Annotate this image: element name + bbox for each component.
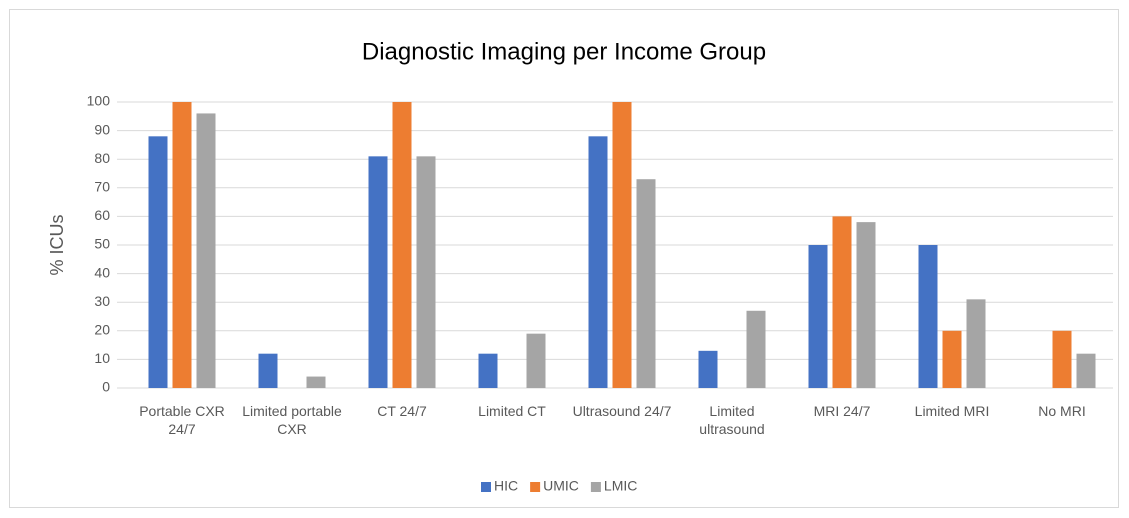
bar [832,216,852,388]
x-tick-label: Portable CXR 24/7 [139,403,225,437]
bar [918,245,938,388]
y-tick-label: 50 [94,236,110,252]
bar [258,353,278,388]
legend-label: HIC [494,478,518,494]
bar [196,113,216,388]
y-tick-label: 0 [102,379,110,395]
legend-label: UMIC [543,478,579,494]
bar [416,156,436,388]
y-tick-label: 80 [94,150,110,166]
x-tick-label: No MRI [1038,403,1086,419]
legend-label: LMIC [604,478,637,494]
x-tick-label: Limited CT [478,403,546,419]
bar [392,102,412,388]
chart-title: Diagnostic Imaging per Income Group [362,38,766,65]
y-axis-label: % ICUs [47,214,67,275]
bar [306,376,326,388]
y-tick-label: 100 [87,93,111,109]
y-tick-label: 20 [94,322,110,338]
y-tick-label: 40 [94,264,110,280]
bar [368,156,388,388]
bar [588,136,608,388]
bar [478,353,498,388]
bar [966,299,986,388]
bar [172,102,192,388]
legend-swatch [481,482,491,492]
y-tick-label: 30 [94,293,110,309]
bar [942,330,962,388]
bar [856,222,876,388]
bar [526,333,546,388]
x-tick-label: Limited ultrasound [699,403,765,437]
bar [698,350,718,388]
bar [636,179,656,388]
y-tick-label: 60 [94,207,110,223]
y-tick-label: 90 [94,121,110,137]
bar [148,136,168,388]
x-tick-label: MRI 24/7 [813,403,871,419]
bar [1076,353,1096,388]
y-tick-label: 10 [94,350,110,366]
x-tick-label: Ultrasound 24/7 [572,403,672,419]
y-tick-label: 70 [94,179,110,195]
x-tick-label: Limited portable CXR [242,403,342,437]
bar [808,245,828,388]
x-tick-label: Limited MRI [914,403,990,419]
legend-swatch [590,482,601,492]
x-tick-label: CT 24/7 [377,403,427,419]
bar [746,310,766,388]
bar [1052,330,1072,388]
bar [612,102,632,388]
legend-swatch [530,482,541,492]
